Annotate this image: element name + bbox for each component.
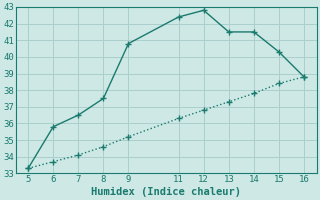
X-axis label: Humidex (Indice chaleur): Humidex (Indice chaleur) <box>91 186 241 197</box>
